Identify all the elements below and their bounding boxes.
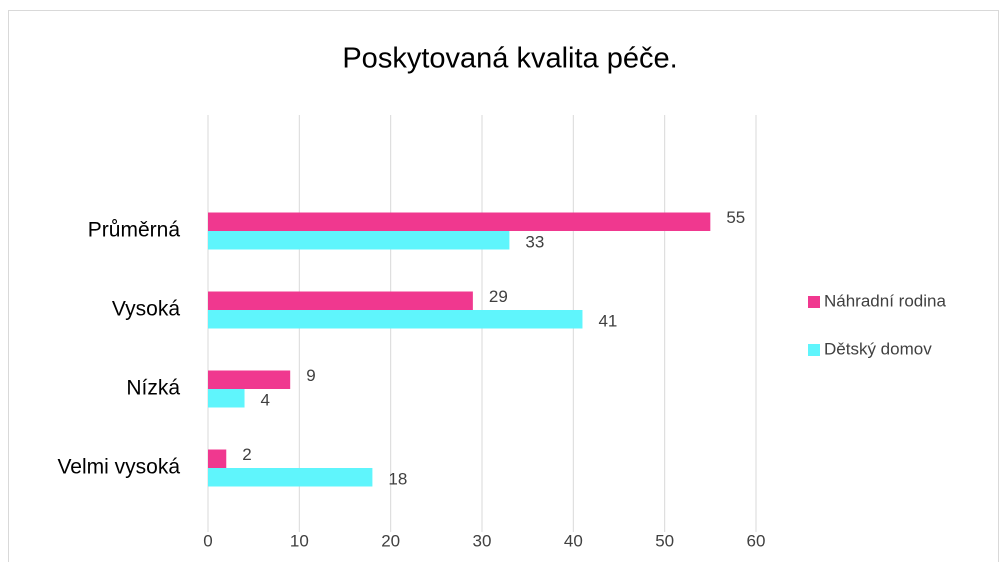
x-tick-label: 10 [290, 531, 309, 550]
y-tick-label: Vysoká [112, 298, 180, 321]
data-label: 55 [726, 208, 745, 227]
bar [208, 212, 711, 231]
x-tick-label: 0 [203, 531, 212, 550]
chart-title: Poskytovaná kvalita péče. [342, 43, 677, 75]
legend-label: Dětský domov [824, 339, 932, 358]
data-label: 2 [242, 445, 251, 464]
y-tick-label: Průměrná [88, 219, 181, 242]
legend-swatch [808, 296, 820, 308]
data-label: 33 [525, 233, 544, 252]
legend-swatch [808, 344, 820, 356]
bar [208, 231, 510, 250]
legend-label: Náhradní rodina [824, 291, 946, 310]
bar [208, 449, 227, 468]
bar [208, 310, 583, 329]
data-label: 9 [306, 366, 315, 385]
x-tick-label: 50 [655, 531, 674, 550]
bar [208, 468, 373, 487]
data-label: 41 [598, 312, 617, 331]
x-tick-label: 40 [564, 531, 583, 550]
x-tick-label: 30 [473, 531, 492, 550]
data-label: 4 [261, 391, 270, 410]
x-tick-label: 20 [381, 531, 400, 550]
data-label: 18 [388, 470, 407, 489]
data-label: 29 [489, 287, 508, 306]
y-tick-label: Nízká [126, 377, 180, 400]
bar [208, 389, 245, 408]
y-tick-label: Velmi vysoká [57, 456, 180, 479]
bar [208, 370, 291, 389]
bar [208, 291, 473, 310]
x-tick-label: 60 [747, 531, 766, 550]
chart-border [8, 10, 999, 562]
